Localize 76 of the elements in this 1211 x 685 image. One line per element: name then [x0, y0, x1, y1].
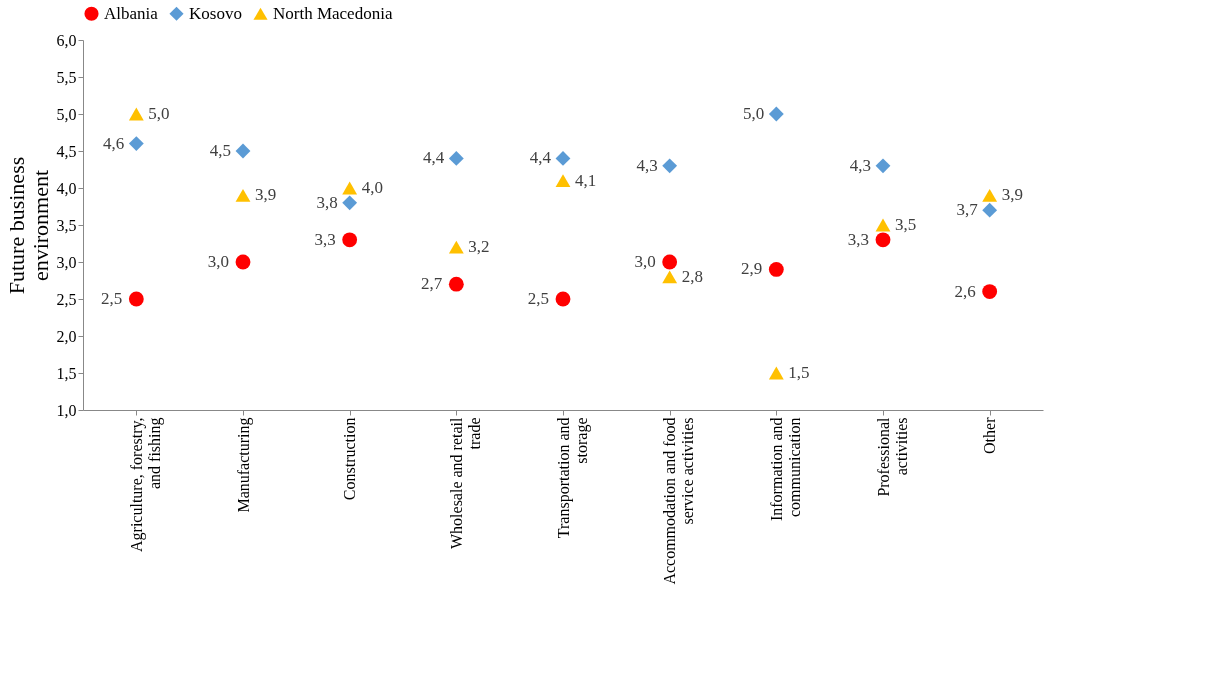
data-label: 3,3: [847, 229, 869, 249]
data-label: 2,9: [741, 259, 763, 279]
x-tick-label: Transportation and storage: [554, 417, 591, 539]
data-label: 4,4: [529, 148, 552, 168]
point: [875, 218, 891, 232]
point: [128, 291, 144, 307]
data-label: 2,6: [954, 281, 976, 301]
point: [768, 106, 784, 122]
y-tick-label: 2,5: [56, 290, 77, 308]
data-label: 3,7: [956, 200, 979, 220]
legend-label: Kosovo: [189, 3, 242, 23]
data-label: 4,3: [636, 155, 658, 175]
legend-label: Albania: [104, 3, 159, 23]
data-label: 4,0: [361, 178, 383, 197]
data-label: 3,0: [207, 252, 229, 271]
point: [768, 262, 784, 277]
point: [662, 270, 678, 284]
point: [662, 254, 678, 270]
x-tick-label: Other: [981, 416, 999, 454]
data-label: 4,3: [849, 155, 871, 175]
data-label: 4,1: [575, 170, 597, 190]
data-label: 3,9: [1001, 185, 1023, 205]
y-tick-label: 3,0: [56, 253, 77, 271]
point: [448, 150, 464, 166]
data-label: 5,0: [743, 104, 765, 123]
data-label: 2,5: [101, 289, 123, 308]
point: [448, 240, 464, 254]
point: [342, 195, 358, 211]
point: [982, 202, 998, 218]
data-label: 4,4: [423, 148, 445, 168]
x-tick-label: Agriculture, forestry, and fishing: [127, 417, 164, 552]
data-label: 4,6: [103, 133, 125, 153]
x-tick-label: Construction: [341, 417, 359, 501]
point: [875, 158, 891, 174]
x-tick-label: Wholesale and retail trade: [447, 416, 483, 549]
y-tick-label: 3,5: [56, 216, 77, 234]
point: [555, 291, 571, 307]
data-label: 2,7: [421, 274, 443, 294]
data-label: 3,3: [314, 229, 336, 249]
data-label: 3,9: [255, 185, 277, 205]
point: [128, 107, 144, 121]
data-label: 2,5: [527, 289, 549, 308]
data-label: 2,8: [681, 266, 703, 286]
point: [235, 143, 251, 159]
point: [768, 366, 784, 380]
point: [982, 284, 998, 299]
point: [448, 276, 464, 292]
data-label: 1,5: [788, 363, 810, 382]
legend-label: North Macedonia: [273, 3, 393, 23]
y-tick-label: 1,5: [56, 364, 77, 382]
point: [342, 181, 358, 195]
point: [875, 232, 891, 248]
data-label: 3,8: [316, 192, 338, 212]
y-tick-label: 4,0: [56, 179, 77, 197]
data-label: 5,0: [148, 104, 170, 123]
point: [555, 150, 571, 166]
x-tick-label: Professional activities: [874, 416, 910, 497]
point: [235, 254, 251, 270]
point: [555, 174, 571, 188]
data-label: 3,0: [634, 252, 656, 271]
y-axis-title: Future business environment: [3, 156, 53, 295]
data-label: 3,2: [468, 237, 490, 257]
y-tick-label: 2,0: [56, 327, 77, 345]
point: [662, 158, 678, 174]
y-tick-label: 4,5: [56, 142, 77, 160]
data-label: 3,5: [895, 215, 917, 234]
y-tick-label: 5,0: [56, 105, 77, 123]
point: [128, 136, 144, 152]
point: [235, 188, 251, 202]
y-tick-label: 5,5: [56, 68, 77, 86]
point: [982, 188, 998, 202]
data-label: 4,5: [209, 141, 231, 160]
y-tick-label: 6,0: [56, 31, 77, 49]
x-tick-label: Manufacturing: [234, 417, 253, 513]
point: [342, 232, 358, 248]
y-tick-label: 1,0: [56, 401, 77, 419]
